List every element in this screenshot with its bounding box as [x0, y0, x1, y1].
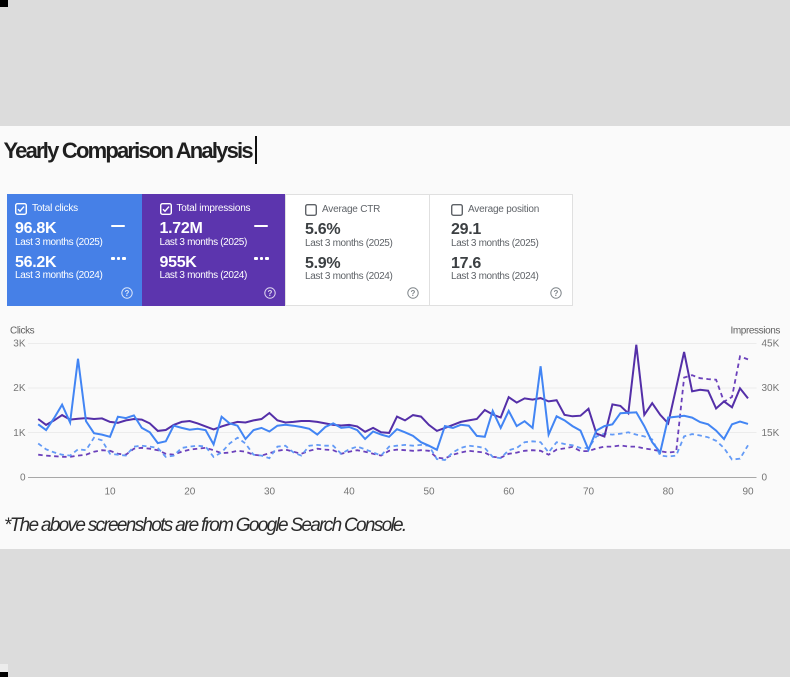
svg-text:0: 0 — [762, 472, 768, 483]
svg-text:2K: 2K — [13, 383, 26, 394]
svg-text:90: 90 — [742, 487, 754, 498]
svg-text:?: ? — [267, 288, 272, 297]
svg-text:30: 30 — [264, 487, 276, 498]
svg-text:1K: 1K — [13, 428, 26, 439]
svg-text:3K: 3K — [13, 339, 26, 350]
svg-text:50: 50 — [423, 487, 435, 498]
svg-text:70: 70 — [583, 487, 595, 498]
svg-text:15K: 15K — [762, 428, 780, 439]
svg-text:?: ? — [124, 288, 129, 297]
svg-text:20: 20 — [184, 487, 196, 498]
svg-text:30K: 30K — [762, 383, 780, 394]
svg-text:45K: 45K — [762, 339, 780, 350]
svg-text:40: 40 — [344, 487, 356, 498]
svg-text:?: ? — [554, 288, 559, 297]
svg-text:10: 10 — [104, 487, 116, 498]
svg-text:?: ? — [411, 288, 416, 297]
svg-text:Impressions: Impressions — [730, 326, 780, 337]
svg-text:80: 80 — [663, 487, 675, 498]
svg-text:60: 60 — [503, 487, 515, 498]
svg-text:Clicks: Clicks — [10, 326, 35, 337]
svg-text:0: 0 — [20, 472, 26, 483]
